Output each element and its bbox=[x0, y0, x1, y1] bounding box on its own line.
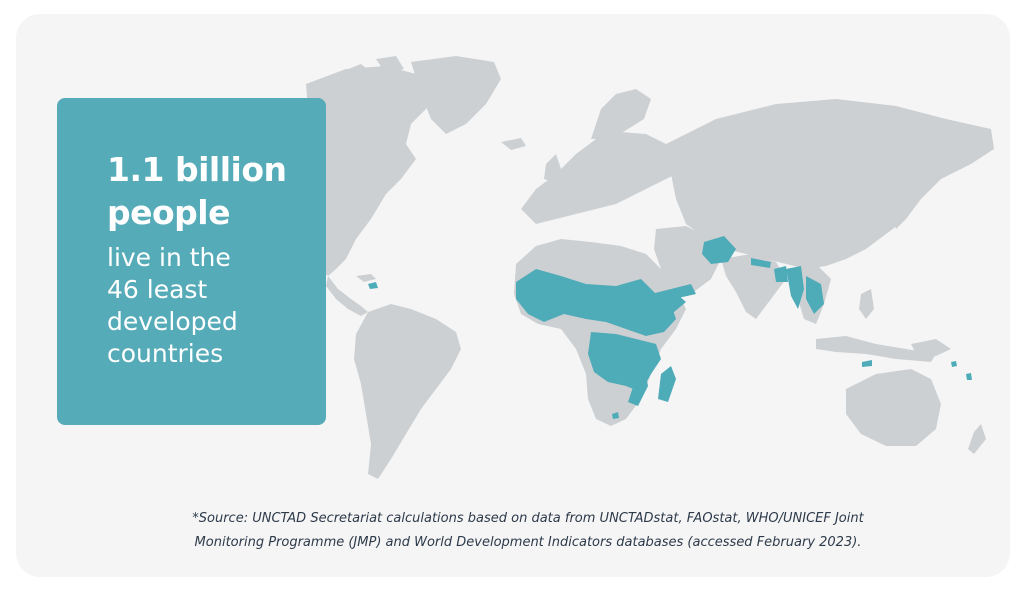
stat-headline-line-2: people bbox=[107, 193, 231, 232]
indonesia bbox=[816, 336, 936, 362]
world-map bbox=[306, 56, 994, 479]
nepal bbox=[751, 258, 771, 268]
pacific-island-1 bbox=[951, 361, 957, 367]
india bbox=[721, 254, 786, 319]
madagascar bbox=[658, 366, 676, 402]
philippines bbox=[859, 289, 874, 319]
lesotho bbox=[612, 412, 619, 419]
mozambique bbox=[628, 366, 648, 406]
stat-sub-line-3: developed bbox=[107, 307, 238, 336]
stat-sub-line-1: live in the bbox=[107, 243, 231, 272]
yemen bbox=[671, 284, 696, 298]
central-america bbox=[326, 276, 368, 316]
infographic-card: *Source: UNCTAD Secretariat calculations… bbox=[16, 14, 1010, 577]
papua-new-guinea bbox=[911, 339, 951, 356]
timor-leste bbox=[862, 360, 872, 367]
myanmar bbox=[786, 266, 804, 309]
stat-sub-line-4: countries bbox=[107, 339, 224, 368]
stat-headline-line-1: 1.1 billion bbox=[107, 150, 287, 189]
source-line-2: Monitoring Programme (JMP) and World Dev… bbox=[194, 535, 862, 550]
haiti bbox=[368, 282, 378, 289]
australia bbox=[846, 369, 941, 446]
stat-panel: 1.1 billion people live in the 46 least … bbox=[57, 98, 326, 425]
north-america bbox=[306, 66, 436, 276]
laos-cambodia bbox=[806, 276, 824, 314]
south-america bbox=[354, 304, 461, 479]
europe bbox=[521, 132, 681, 224]
scandinavia bbox=[591, 89, 651, 139]
source-note: *Source: UNCTAD Secretariat calculations… bbox=[116, 507, 940, 555]
arctic-islands bbox=[336, 56, 404, 89]
stat-subtitle: live in the 46 least developed countries bbox=[107, 242, 306, 370]
stat-sub-line-2: 46 least bbox=[107, 275, 208, 304]
japan bbox=[891, 182, 916, 229]
pacific-island-2 bbox=[966, 373, 972, 380]
new-zealand bbox=[968, 424, 986, 454]
greenland bbox=[411, 56, 501, 134]
bangladesh bbox=[774, 266, 788, 282]
caribbean bbox=[356, 274, 376, 282]
source-line-1: *Source: UNCTAD Secretariat calculations… bbox=[192, 511, 864, 526]
uk bbox=[544, 154, 561, 182]
iceland bbox=[501, 138, 526, 150]
afghanistan bbox=[702, 236, 736, 264]
sahel-ldc bbox=[516, 269, 676, 336]
asia bbox=[666, 99, 994, 269]
